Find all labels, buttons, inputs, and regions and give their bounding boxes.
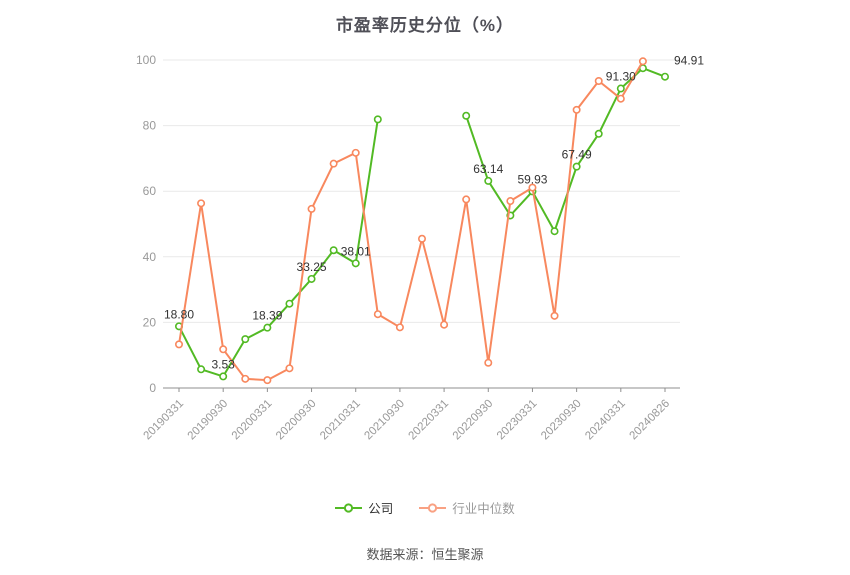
- company-marker: [572, 162, 581, 171]
- company-data-label: 91.30: [606, 70, 636, 84]
- x-axis-label: 20220331: [407, 398, 452, 443]
- industry-marker: [197, 199, 206, 208]
- legend: 公司 行业中位数: [0, 498, 850, 517]
- y-axis-label: 60: [143, 184, 157, 198]
- company-marker: [594, 129, 603, 138]
- company-marker: [307, 274, 316, 283]
- y-axis-label: 80: [143, 119, 157, 133]
- company-marker: [329, 246, 338, 255]
- legend-item-company[interactable]: 公司: [335, 498, 393, 517]
- company-data-label: 59.93: [517, 172, 547, 186]
- x-axis-label: 20230930: [539, 398, 584, 443]
- industry-marker: [329, 159, 338, 168]
- x-axis-label: 20240826: [627, 398, 672, 443]
- y-axis-label: 20: [143, 315, 157, 329]
- company-marker: [219, 372, 228, 381]
- industry-marker: [351, 148, 360, 157]
- legend-label-industry: 行业中位数: [452, 502, 515, 516]
- company-data-label: 67.49: [562, 148, 592, 162]
- x-axis-label: 20200331: [230, 398, 275, 443]
- company-marker: [484, 176, 493, 185]
- industry-marker: [373, 310, 382, 319]
- legend-label-company: 公司: [368, 502, 394, 516]
- industry-marker: [616, 94, 625, 103]
- company-series-line: [178, 118, 379, 378]
- company-marker: [285, 299, 294, 308]
- y-axis-label: 40: [143, 250, 157, 264]
- industry-marker: [528, 183, 537, 192]
- company-marker: [616, 84, 625, 93]
- company-marker: [197, 365, 206, 374]
- company-data-label: 3.53: [212, 357, 236, 371]
- y-axis-label: 0: [149, 381, 156, 395]
- industry-line-marker-icon: [419, 502, 447, 513]
- industry-marker: [285, 364, 294, 373]
- y-axis-label: 100: [136, 53, 156, 67]
- industry-series-line: [178, 60, 644, 382]
- x-axis-label: 20220930: [451, 398, 496, 443]
- x-axis-label: 20210331: [318, 398, 363, 443]
- chart-title: 市盈率历史分位（%）: [335, 16, 515, 35]
- company-marker: [660, 72, 669, 81]
- x-axis-label: 20190930: [186, 398, 231, 443]
- company-marker: [241, 335, 250, 344]
- x-axis-label: 20240331: [583, 398, 628, 443]
- x-axis-label: 20190331: [141, 398, 186, 443]
- company-data-label: 18.80: [164, 307, 194, 321]
- source-note: 数据来源：恒生聚源: [366, 547, 484, 562]
- industry-marker: [506, 197, 515, 206]
- company-marker: [550, 227, 559, 236]
- industry-marker: [572, 105, 581, 114]
- industry-marker: [263, 376, 272, 385]
- industry-marker: [638, 57, 647, 66]
- industry-marker: [395, 323, 404, 332]
- industry-marker: [241, 374, 250, 383]
- industry-marker: [484, 358, 493, 367]
- company-marker: [351, 259, 360, 268]
- company-data-label: 33.25: [297, 260, 327, 274]
- industry-marker: [307, 204, 316, 213]
- x-axis-label: 20210930: [362, 398, 407, 443]
- industry-marker: [175, 340, 184, 349]
- x-axis-label: 20200930: [274, 398, 319, 443]
- industry-marker: [594, 76, 603, 85]
- industry-marker: [440, 320, 449, 329]
- legend-item-industry[interactable]: 行业中位数: [419, 498, 515, 517]
- company-data-label: 38.01: [341, 244, 371, 258]
- industry-marker: [219, 345, 228, 354]
- company-data-label: 18.39: [252, 309, 282, 323]
- company-data-label: 63.14: [473, 162, 503, 176]
- company-data-label: 94.91: [674, 54, 704, 68]
- company-marker: [462, 111, 471, 120]
- industry-marker: [550, 311, 559, 320]
- company-marker: [263, 323, 272, 332]
- industry-marker: [462, 195, 471, 204]
- company-line-marker-icon: [335, 502, 363, 513]
- industry-marker: [417, 234, 426, 243]
- company-marker: [373, 115, 382, 124]
- x-axis-label: 20230331: [495, 398, 540, 443]
